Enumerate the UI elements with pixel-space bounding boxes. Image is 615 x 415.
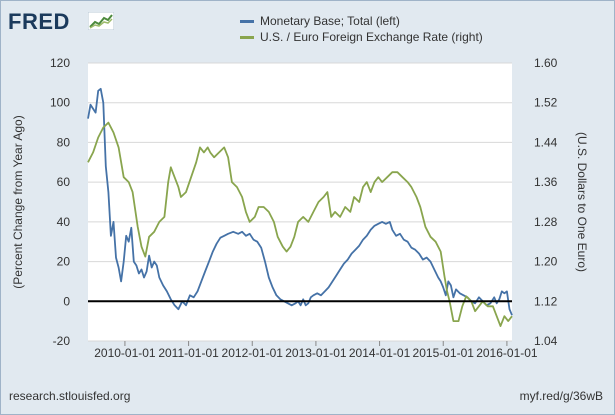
y-axis-label-left: (Percent Change from Year Ago) [11,115,25,288]
y-tick-label-left: 40 [57,215,71,229]
y-tick-label-right: 1.60 [534,56,558,70]
legend-swatch-blue [240,19,254,23]
y-tick-label-left: 60 [57,175,71,189]
y-tick-label-left: 80 [57,135,71,149]
plot-area [88,63,512,341]
legend-swatch-green [240,35,254,39]
series-line-monetary-base [87,87,513,316]
x-tick-label: 2016-01-01 [476,346,538,360]
x-tick-label: 2010-01-01 [94,346,156,360]
x-tick-label: 2014-01-01 [349,346,411,360]
y-axis-label-right: (U.S. Dollars to One Euro) [575,132,589,272]
y-tick-label-right: 1.12 [534,294,558,308]
fred-logo[interactable]: FRED [8,9,70,34]
y-tick-label-left: 120 [50,56,70,70]
x-tick-label: 2015-01-01 [413,346,475,360]
source-link[interactable]: research.stlouisfed.org [9,389,131,403]
y-tick-label-right: 1.20 [534,255,558,269]
series-line-exchange-rate [87,121,513,328]
y-tick-label-left: 100 [50,96,70,110]
x-tick-label: 2013-01-01 [285,346,347,360]
y-tick-label-right: 1.04 [534,334,558,348]
legend-item-exchange-rate[interactable]: U.S. / Euro Foreign Exchange Rate (right… [240,29,483,45]
y-tick-label-left: -20 [53,334,71,348]
chart-plot: -20 0 20 40 60 80 100 120 1.04 1.12 1.20 1.28 1.36 1.… [11,56,589,360]
x-tick-label: 2012-01-01 [222,346,284,360]
short-link[interactable]: myf.red/g/36wB [519,389,603,403]
y-tick-label-right: 1.44 [534,135,558,149]
x-tick-label: 2011-01-01 [158,346,219,360]
legend-label: U.S. / Euro Foreign Exchange Rate (right… [260,30,483,44]
chart-legend: Monetary Base; Total (left) U.S. / Euro … [240,13,483,45]
y-tick-label-left: 20 [57,255,71,269]
y-tick-label-right: 1.36 [534,175,558,189]
y-tick-label-left: 0 [63,294,70,308]
y-tick-label-right: 1.28 [534,215,558,229]
legend-item-monetary-base[interactable]: Monetary Base; Total (left) [240,13,483,29]
y-tick-label-right: 1.52 [534,96,558,110]
chart-trend-icon [88,12,114,30]
legend-label: Monetary Base; Total (left) [260,14,400,28]
